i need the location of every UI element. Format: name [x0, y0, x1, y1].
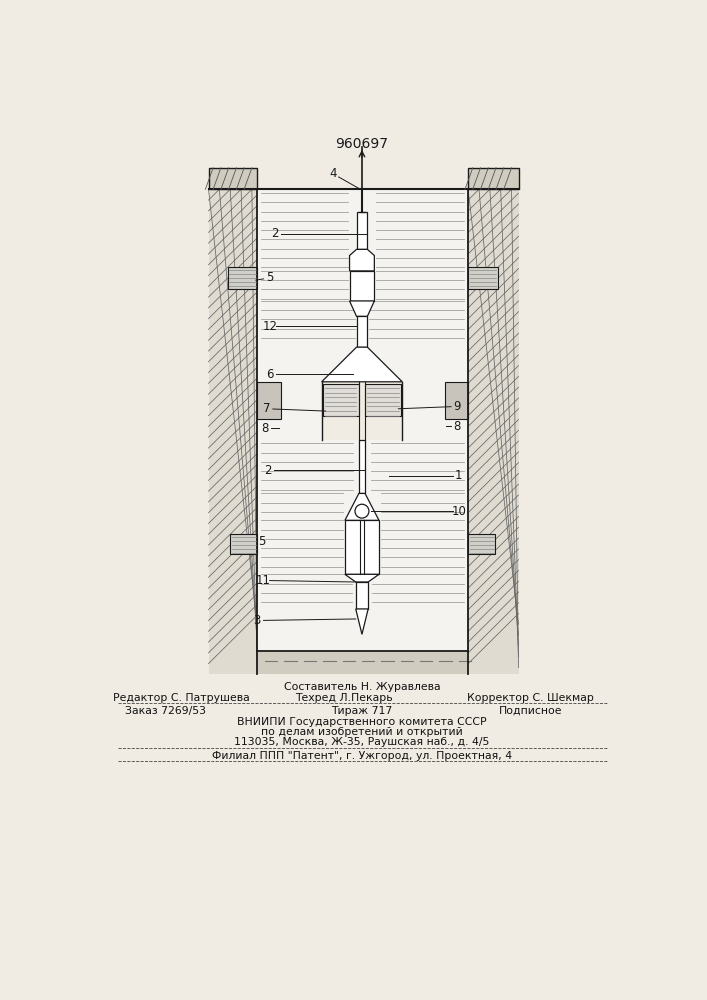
Text: 6: 6: [266, 368, 274, 381]
Polygon shape: [345, 574, 379, 582]
Text: 3: 3: [254, 614, 261, 627]
Polygon shape: [349, 249, 374, 271]
Bar: [468, 534, 495, 554]
Polygon shape: [322, 347, 402, 382]
Text: Техред Л.Пекарь: Техред Л.Пекарь: [296, 693, 393, 703]
Bar: [209, 168, 257, 189]
Text: 10: 10: [451, 505, 466, 518]
Bar: [257, 651, 468, 674]
Text: 7: 7: [263, 402, 270, 415]
Bar: [345, 520, 379, 574]
Bar: [445, 382, 468, 419]
Text: 2: 2: [271, 227, 278, 240]
Text: 960697: 960697: [335, 137, 388, 151]
Bar: [322, 382, 402, 440]
Bar: [356, 316, 368, 347]
Bar: [209, 189, 257, 674]
Text: 2: 2: [264, 464, 272, 477]
Bar: [365, 384, 401, 416]
Text: 4: 4: [329, 167, 337, 180]
Text: 8: 8: [262, 422, 269, 434]
Circle shape: [355, 504, 369, 518]
Text: Составитель Н. Журавлева: Составитель Н. Журавлева: [284, 682, 440, 692]
Bar: [356, 582, 368, 609]
Text: 5: 5: [258, 535, 266, 548]
Text: Заказ 7269/53: Заказ 7269/53: [125, 706, 206, 716]
Text: 5: 5: [266, 271, 274, 284]
Text: 1: 1: [455, 469, 462, 482]
Text: 9: 9: [453, 400, 461, 413]
Text: Редактор С. Патрушева: Редактор С. Патрушева: [113, 693, 250, 703]
Bar: [228, 267, 257, 289]
Text: Тираж 717: Тираж 717: [332, 706, 392, 716]
Bar: [468, 168, 518, 189]
Text: 12: 12: [262, 320, 277, 333]
Bar: [257, 189, 468, 651]
Bar: [349, 271, 374, 301]
Bar: [359, 440, 365, 493]
Text: Подписное: Подписное: [498, 706, 562, 716]
Text: Корректор С. Шекмар: Корректор С. Шекмар: [467, 693, 594, 703]
Text: 113035, Москва, Ж-35, Раушская наб., д. 4/5: 113035, Москва, Ж-35, Раушская наб., д. …: [234, 737, 490, 747]
Polygon shape: [356, 609, 368, 634]
Polygon shape: [349, 301, 374, 316]
Text: ВНИИПИ Государственного комитета СССР: ВНИИПИ Государственного комитета СССР: [237, 717, 486, 727]
Bar: [468, 267, 498, 289]
Polygon shape: [345, 493, 379, 520]
Text: 8: 8: [454, 420, 461, 433]
Text: 11: 11: [256, 574, 271, 587]
Text: по делам изобретений и открытий: по делам изобретений и открытий: [261, 727, 463, 737]
Bar: [257, 382, 281, 419]
Bar: [323, 384, 359, 416]
Bar: [468, 189, 518, 674]
Bar: [230, 534, 257, 554]
Text: Филиал ППП "Патент", г. Ужгород, ул. Проектная, 4: Филиал ППП "Патент", г. Ужгород, ул. Про…: [212, 751, 512, 761]
Bar: [356, 212, 368, 249]
